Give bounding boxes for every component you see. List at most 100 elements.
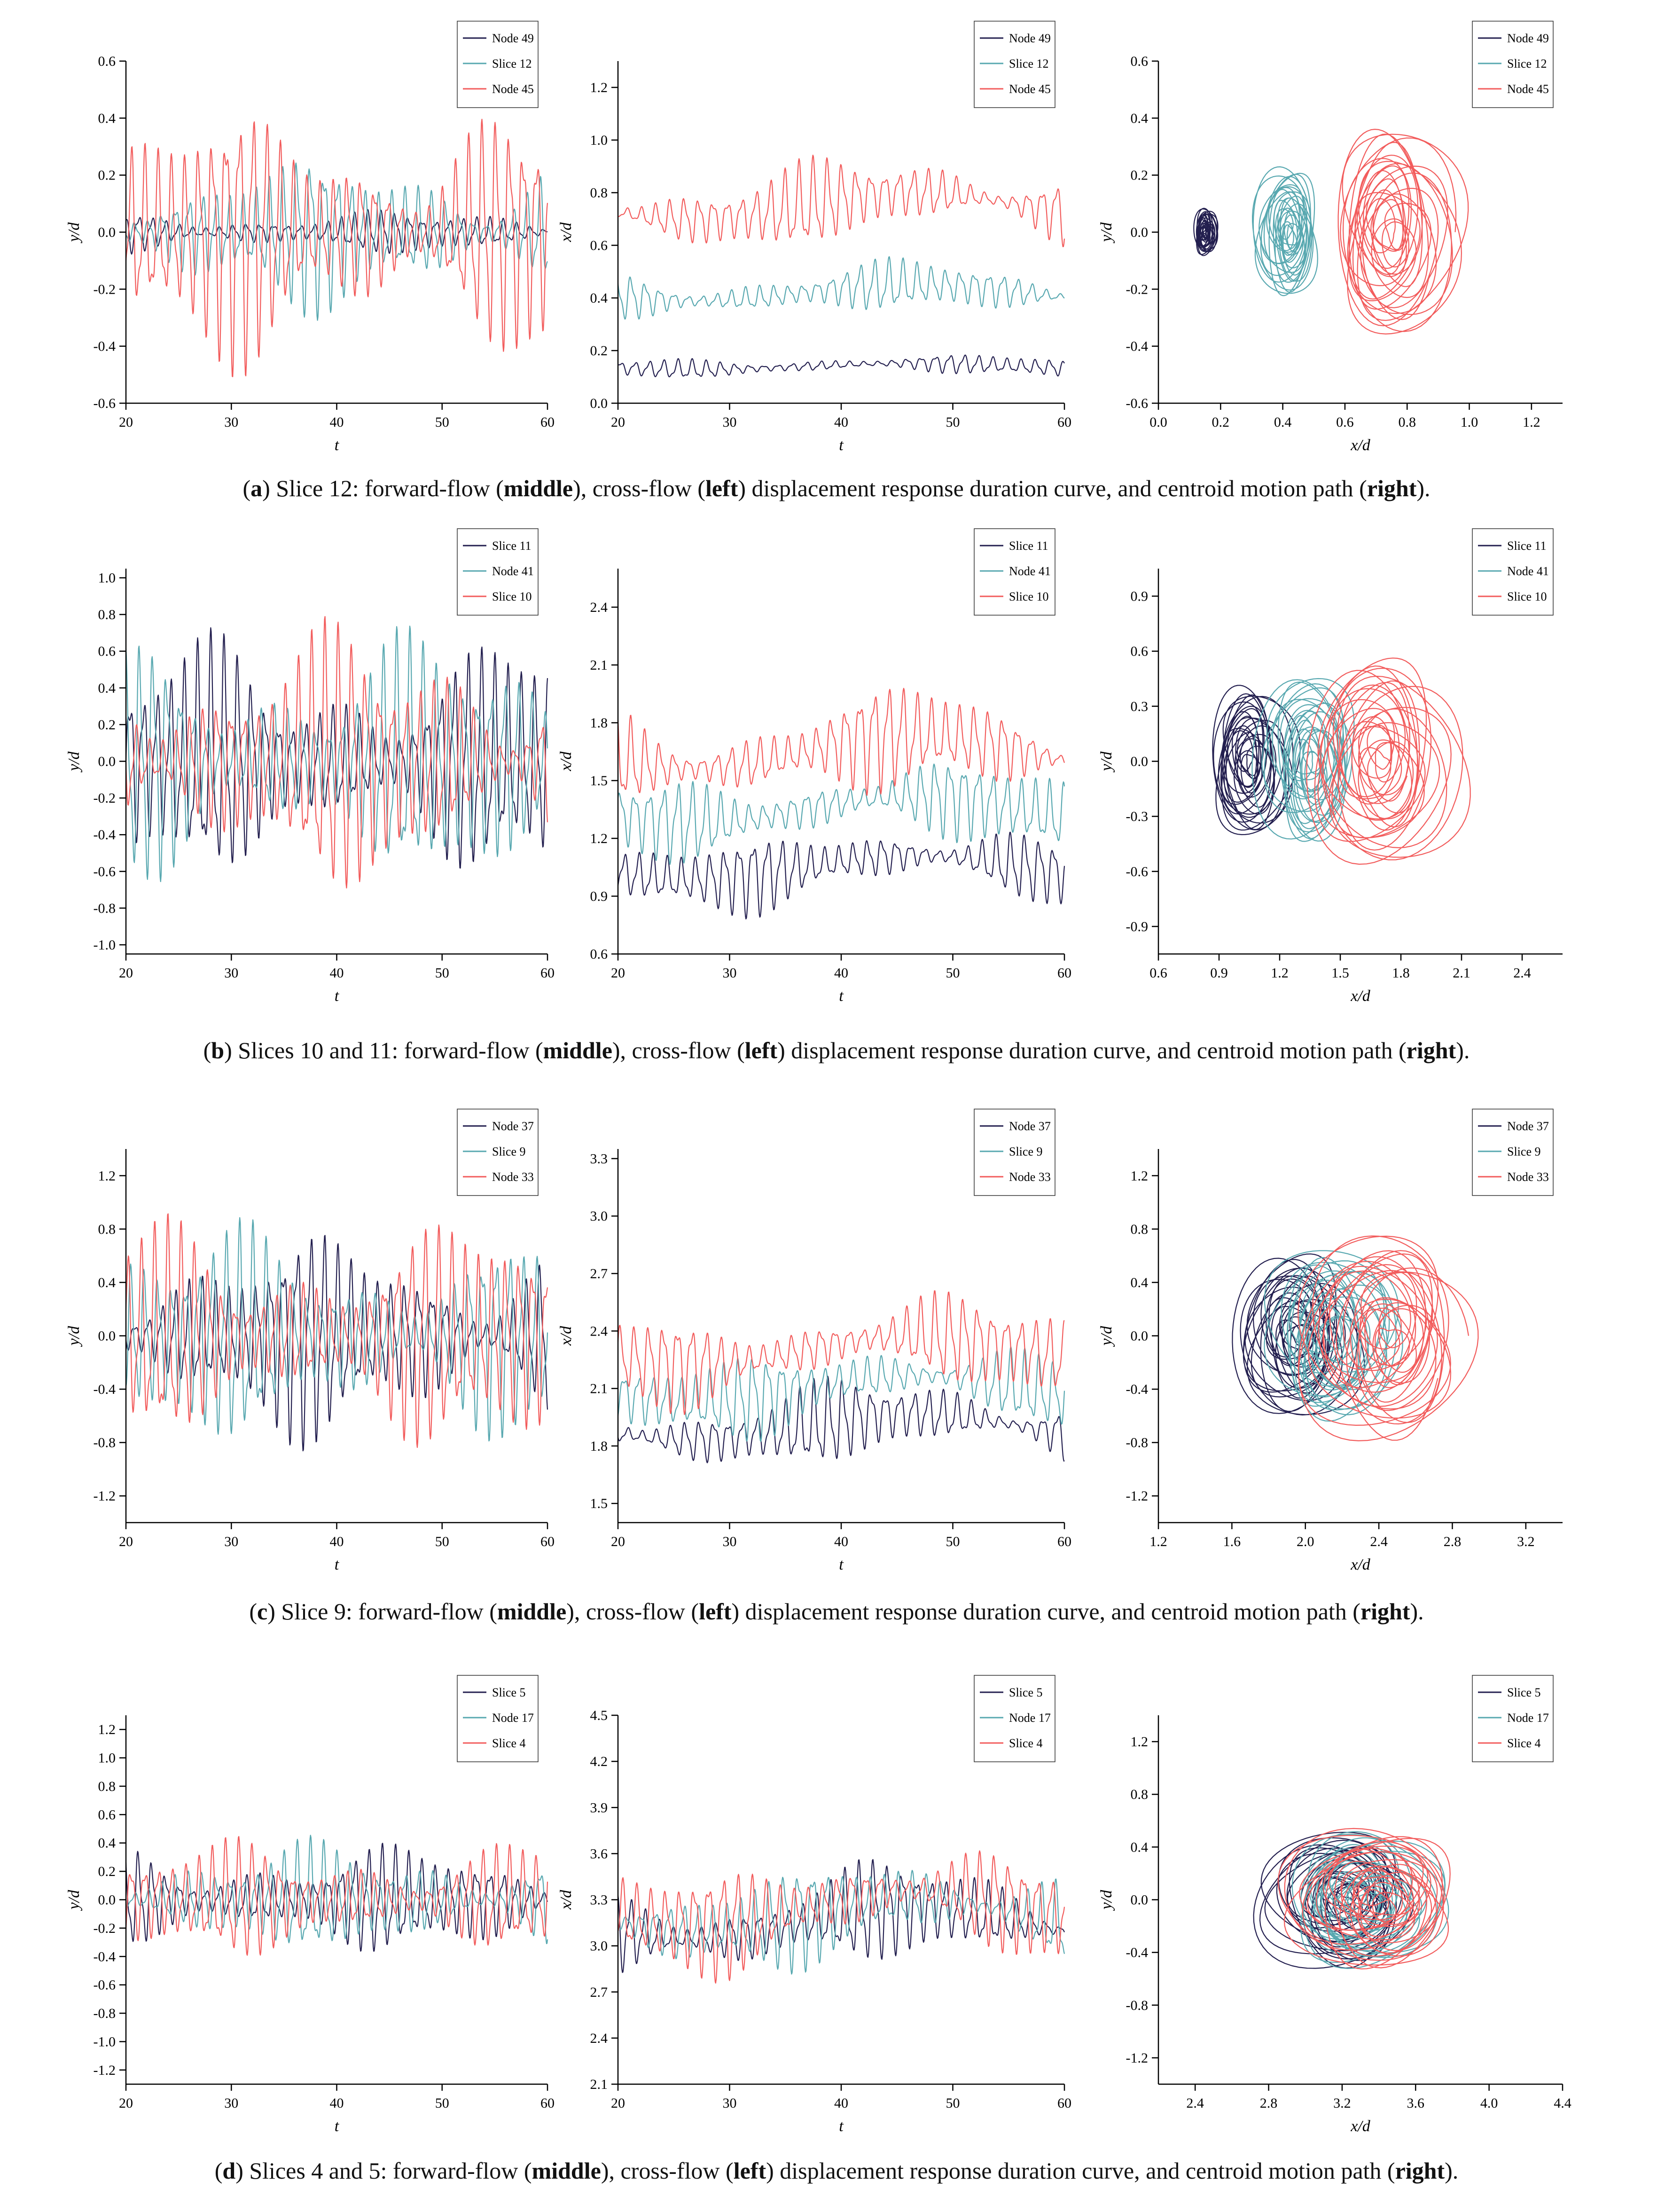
y-tick-label: 0.2: [98, 168, 116, 183]
series-line-3: [617, 1290, 1065, 1415]
y-axis-label: x/d: [557, 1326, 575, 1346]
y-tick-label: 1.0: [590, 133, 608, 148]
x-tick-label: 2.4: [1370, 1534, 1388, 1549]
legend-label: Slice 12: [492, 57, 532, 70]
x-tick-label: 50: [435, 414, 449, 430]
series-line-2: [617, 763, 1065, 865]
series-line-1: [617, 831, 1065, 920]
series-line-3: [125, 1836, 548, 1956]
y-tick-label: 2.1: [590, 657, 608, 673]
x-axis-label: t: [335, 437, 340, 454]
y-tick-label: 0.2: [590, 343, 608, 359]
chart-a-left: 20 30 40 50 60 -0.6 -0.4 -0.2 0.0 0.2 0.4 0.6 t y/d No…: [65, 21, 555, 454]
x-tick-label: 20: [119, 1534, 133, 1549]
x-tick-label: 40: [834, 1534, 848, 1549]
series-line-3: [1277, 1828, 1451, 1970]
y-tick-label: -1.2: [94, 1488, 116, 1504]
y-tick-label: -0.2: [94, 281, 116, 297]
caption-c: (c) Slice 9: forward-flow (middle), cros…: [249, 1598, 1424, 1625]
series-line-3: [1298, 1235, 1479, 1441]
x-tick-label: 30: [224, 965, 238, 981]
x-tick-label: 20: [119, 965, 133, 981]
y-tick-label: 1.2: [98, 1168, 116, 1184]
series-line-2: [125, 625, 548, 883]
y-tick-label: 0.4: [1131, 1275, 1149, 1290]
x-axis-label: t: [839, 987, 844, 1005]
y-tick-label: 0.8: [1131, 1787, 1149, 1802]
y-tick-label: 0.8: [98, 607, 116, 623]
legend-box: [974, 21, 1055, 108]
x-tick-label: 60: [540, 414, 555, 430]
series-line-1: [125, 1235, 548, 1452]
y-tick-label: 0.6: [590, 238, 608, 253]
chart-d-mid: 20 30 40 50 60 2.1 2.4 2.7 3.0 3.3 3.6 3.9 4.2 4.5 t x/…: [557, 1675, 1071, 2135]
legend-label: Node 37: [1507, 1119, 1549, 1133]
x-tick-label: 0.6: [1336, 414, 1354, 430]
chart-a-right: 0.0 0.2 0.4 0.6 0.8 1.0 1.2 -0.6 -0.4 -0.2 0.0 0.2 0…: [1098, 21, 1563, 454]
x-tick-label: 50: [435, 2095, 449, 2111]
legend-label: Slice 4: [1507, 1736, 1541, 1750]
x-tick-label: 50: [946, 2095, 960, 2111]
series-line-2: [617, 1870, 1065, 1975]
legend-label: Slice 5: [1507, 1686, 1541, 1699]
caption-b: (b) Slices 10 and 11: forward-flow (midd…: [203, 1037, 1470, 1063]
y-tick-label: -1.0: [94, 2034, 116, 2049]
x-axis-label: x/d: [1350, 1556, 1371, 1573]
y-tick-label: 0.4: [1131, 110, 1149, 126]
legend-label: Node 49: [1009, 31, 1051, 45]
y-tick-label: 4.5: [590, 1708, 608, 1723]
y-tick-label: -0.6: [94, 396, 116, 411]
y-axis-label: y/d: [1098, 222, 1115, 243]
caption-a: (a) Slice 12: forward-flow (middle), cro…: [242, 475, 1431, 501]
y-tick-label: 0.4: [98, 1836, 116, 1851]
y-axis-label: x/d: [557, 751, 575, 772]
legend-label: Slice 4: [1009, 1736, 1043, 1750]
x-tick-label: 1.8: [1392, 965, 1410, 981]
legend-label: Slice 11: [1009, 539, 1048, 553]
legend-label: Node 41: [492, 564, 534, 578]
legend-label: Slice 5: [1009, 1686, 1043, 1699]
y-tick-label: -0.9: [1126, 919, 1149, 934]
x-tick-label: 40: [330, 1534, 344, 1549]
series-line-1: [1193, 208, 1219, 256]
x-tick-label: 1.5: [1331, 965, 1349, 981]
y-tick-label: -0.3: [1126, 809, 1149, 824]
y-tick-label: 0.6: [98, 54, 116, 69]
series-line-2: [1291, 1831, 1449, 1969]
y-tick-label: 0.6: [590, 946, 608, 962]
y-tick-label: -0.6: [94, 864, 116, 879]
y-tick-label: 1.5: [590, 773, 608, 789]
y-tick-label: 1.0: [98, 1751, 116, 1766]
y-axis-label: x/d: [557, 1890, 575, 1910]
legend-box: [1472, 1675, 1554, 1762]
y-tick-label: -0.6: [1126, 396, 1149, 411]
x-tick-label: 20: [119, 2095, 133, 2111]
y-tick-label: -1.2: [94, 2063, 116, 2078]
series-line-3: [125, 1213, 548, 1448]
y-tick-label: 0.0: [1131, 225, 1149, 240]
y-tick-label: 1.2: [98, 1722, 116, 1737]
y-tick-label: 2.4: [590, 2031, 608, 2046]
y-tick-label: -0.4: [1126, 1945, 1149, 1961]
series-line-3: [125, 616, 548, 889]
x-tick-label: 2.8: [1260, 2095, 1278, 2111]
y-tick-label: -0.8: [94, 2006, 116, 2021]
y-tick-label: 0.6: [1131, 54, 1149, 69]
y-tick-label: 0.9: [590, 889, 608, 904]
x-tick-label: 40: [330, 414, 344, 430]
y-tick-label: -0.2: [94, 1921, 116, 1936]
y-tick-label: 0.4: [98, 680, 116, 696]
legend-box: [457, 1109, 539, 1196]
y-tick-label: 0.6: [98, 1807, 116, 1822]
y-tick-label: -0.8: [1126, 1435, 1149, 1451]
x-tick-label: 20: [611, 2095, 625, 2111]
series-line-3: [617, 688, 1065, 796]
y-axis-label: y/d: [1098, 751, 1115, 773]
y-tick-label: 1.2: [590, 80, 608, 95]
series-line-3: [1306, 657, 1471, 865]
chart-a-mid: 20 30 40 50 60 0.0 0.2 0.4 0.6 0.8 1.0 1.2 t x/d Node …: [557, 21, 1071, 454]
legend-box: [457, 1675, 539, 1762]
chart-b-right: 0.6 0.9 1.2 1.5 1.8 2.1 2.4 -0.9 -0.6 -0.3 0.0 0.3 0…: [1098, 528, 1563, 1005]
x-tick-label: 0.0: [1149, 414, 1167, 430]
legend-label: Slice 9: [1009, 1145, 1043, 1158]
